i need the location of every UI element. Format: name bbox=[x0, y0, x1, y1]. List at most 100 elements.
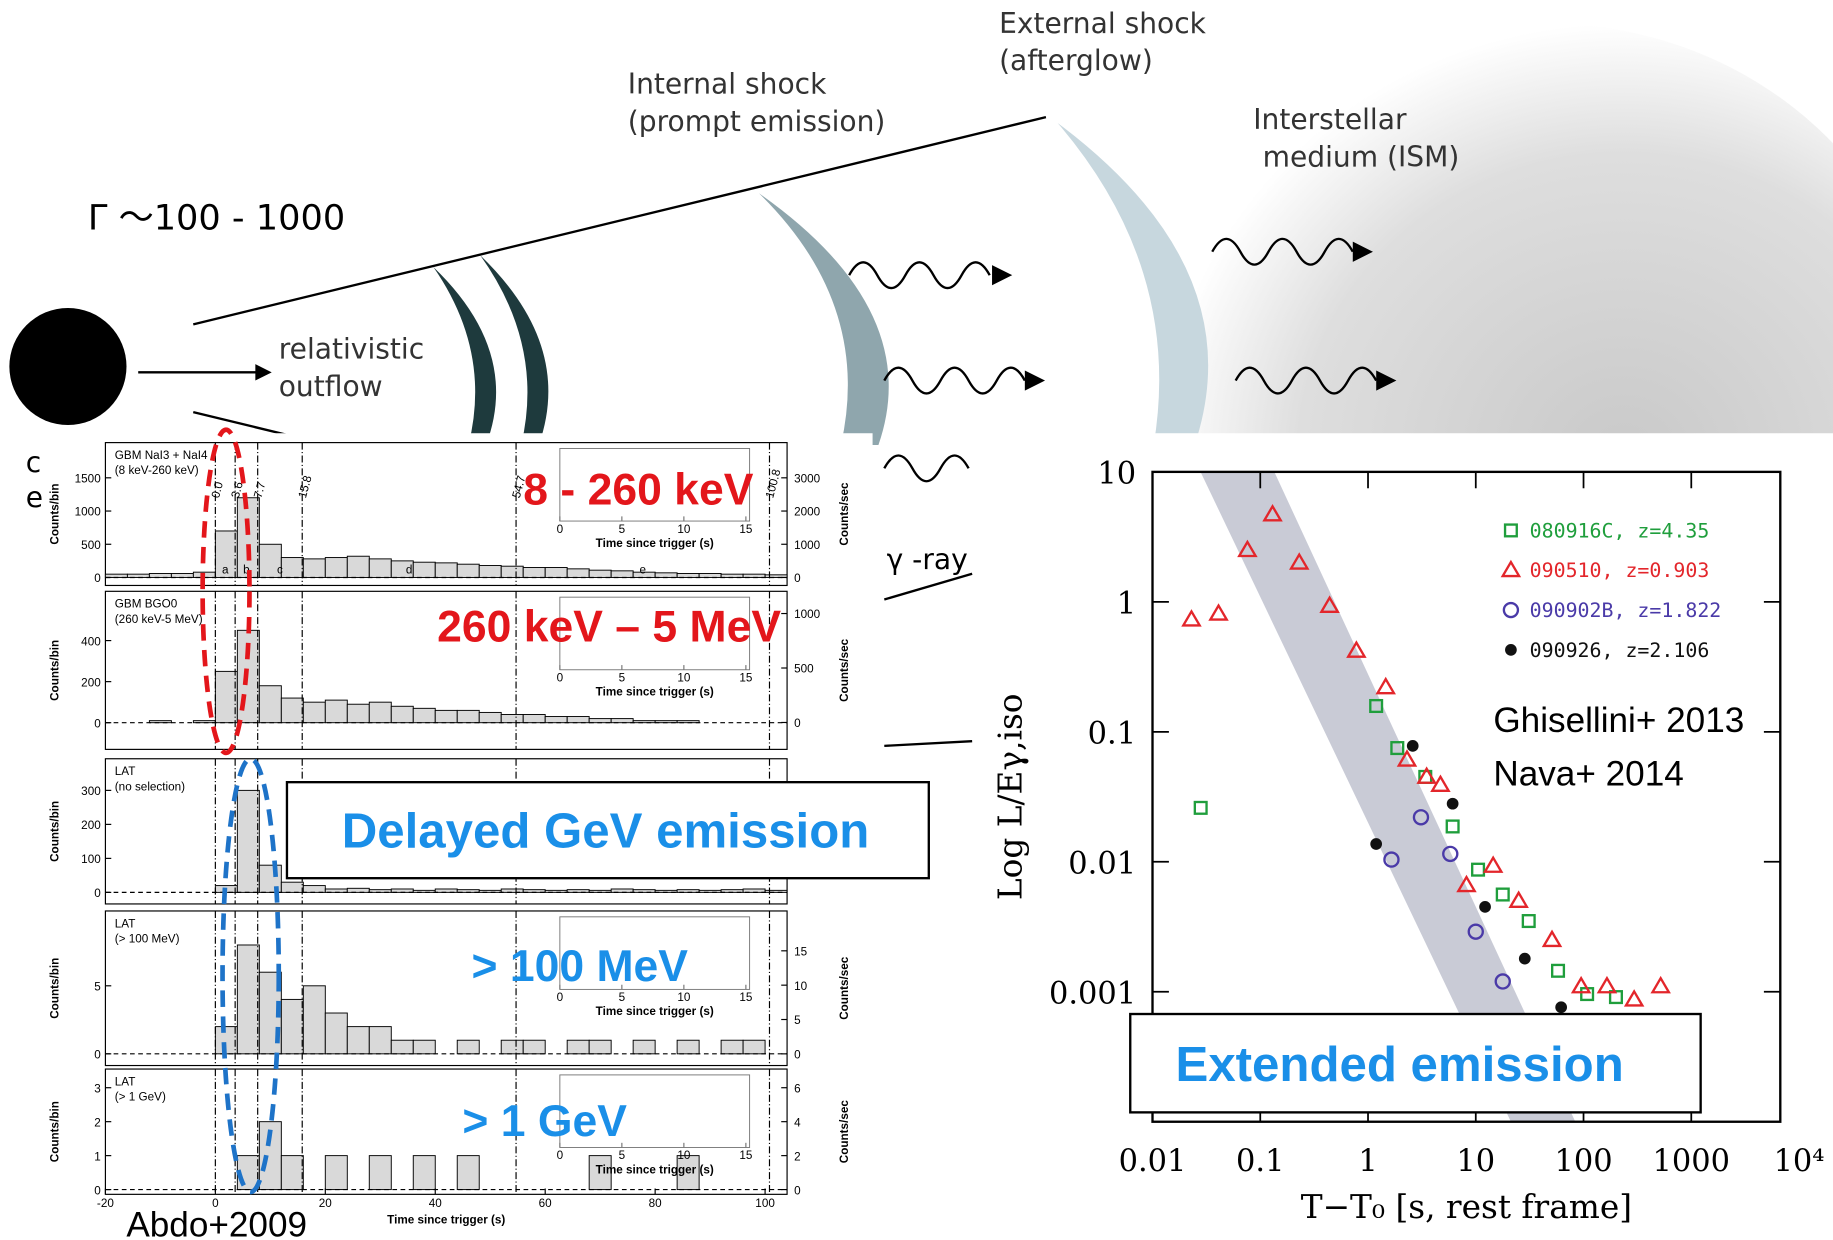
histogram-bar bbox=[346, 1026, 370, 1055]
arrow-head bbox=[1024, 370, 1046, 391]
legend-label: 080916C, z=4.35 bbox=[1530, 519, 1710, 542]
legend-label: 090510, z=0.903 bbox=[1530, 559, 1710, 582]
inset-tick-label: 15 bbox=[739, 671, 753, 684]
histogram-bar bbox=[632, 1039, 656, 1055]
marker bbox=[1551, 963, 1566, 978]
histogram-bar bbox=[764, 574, 788, 578]
callout-text: Extended emission bbox=[1176, 1037, 1624, 1092]
y-tick-label: 200 bbox=[81, 676, 101, 689]
histogram-bar bbox=[390, 1039, 414, 1055]
shell bbox=[480, 255, 549, 445]
cut-letter: c bbox=[26, 446, 41, 479]
jet-edge bbox=[192, 115, 1047, 326]
jet-edge bbox=[884, 740, 973, 748]
y-tick-label: 2 bbox=[94, 1116, 101, 1129]
histogram-bar bbox=[456, 1155, 480, 1191]
band-label: > 1 GeV bbox=[462, 1097, 627, 1146]
y-tick-label: 1000 bbox=[75, 506, 102, 519]
y-tick-label: 300 bbox=[81, 785, 101, 798]
marker bbox=[1650, 975, 1671, 994]
y-tick-label: 1 bbox=[1117, 587, 1136, 622]
y-tick-label: 0.01 bbox=[1068, 847, 1136, 882]
inset-tick-label: 0 bbox=[557, 523, 564, 536]
histogram-bar bbox=[500, 1039, 524, 1055]
histogram-bar bbox=[280, 881, 304, 893]
histogram-bar bbox=[324, 1012, 348, 1055]
histogram-bar bbox=[698, 573, 722, 578]
marker bbox=[1416, 766, 1437, 784]
interval-label: 7.7 bbox=[252, 480, 269, 499]
internal-shock-shell bbox=[758, 193, 889, 445]
marker bbox=[1181, 609, 1202, 627]
marker bbox=[1383, 851, 1400, 868]
highlight-ellipse bbox=[200, 427, 252, 756]
x-tick-label: 0.1 bbox=[1236, 1144, 1284, 1179]
histogram-bar bbox=[632, 720, 656, 724]
marker bbox=[1495, 887, 1510, 902]
y-tick-label: 400 bbox=[81, 635, 101, 648]
histogram-bar bbox=[302, 558, 326, 578]
reference: Nava+ 2014 bbox=[1493, 755, 1683, 794]
marker bbox=[1596, 975, 1618, 994]
band-label: > 100 MeV bbox=[472, 942, 689, 991]
legend-label: 090902B, z=1.822 bbox=[1530, 599, 1722, 622]
marker bbox=[1237, 539, 1258, 558]
histogram-bar bbox=[522, 567, 546, 578]
x-tick-label: 1000 bbox=[1653, 1144, 1730, 1179]
panel-label: GBM NaI3 + NaI4 bbox=[115, 449, 208, 462]
marker bbox=[1502, 601, 1520, 619]
x-tick-label: 100 bbox=[755, 1197, 775, 1210]
y-tick-label: 200 bbox=[81, 819, 101, 832]
histogram-bar bbox=[390, 705, 414, 724]
external-shock-label: (afterglow) bbox=[999, 44, 1153, 77]
y2-tick-label: 0 bbox=[794, 1184, 801, 1197]
x-tick-label: 10 bbox=[1456, 1144, 1495, 1179]
inset-tick-label: 10 bbox=[677, 671, 691, 684]
arrow-head bbox=[1352, 241, 1373, 262]
shell bbox=[433, 266, 497, 445]
plots: 0500100015000100020003000Counts/secCount… bbox=[49, 442, 1825, 1227]
inset-frame bbox=[559, 447, 751, 522]
histogram-bar bbox=[324, 557, 348, 578]
y2-tick-label: 15 bbox=[794, 946, 808, 959]
marker bbox=[1521, 914, 1536, 929]
marker bbox=[1289, 552, 1310, 570]
histogram-bar bbox=[302, 701, 326, 724]
inset-frame bbox=[559, 916, 751, 990]
inset-axis-label: Time since trigger (s) bbox=[596, 1163, 714, 1176]
arrow-head bbox=[1376, 370, 1397, 391]
y-tick-label: 0 bbox=[94, 572, 101, 585]
x-tick-label: 60 bbox=[539, 1197, 553, 1210]
histogram-bar bbox=[676, 1039, 700, 1055]
marker bbox=[1500, 559, 1522, 578]
histogram-bar bbox=[236, 944, 260, 1055]
histogram-bar bbox=[346, 703, 370, 724]
overlays: c e 8 - 260 keV 260 keV – 5 MeV Delayed … bbox=[26, 427, 1702, 1240]
inset-tick-label: 15 bbox=[739, 1149, 753, 1162]
histogram-bar bbox=[632, 889, 656, 893]
marker bbox=[1446, 797, 1459, 810]
y2-tick-label: 1000 bbox=[794, 539, 821, 552]
histogram-bar bbox=[588, 1039, 612, 1055]
y-axis-label: Counts/bin bbox=[49, 483, 62, 544]
band-label: 8 - 260 keV bbox=[523, 466, 753, 515]
inset-axis-label: Time since trigger (s) bbox=[596, 686, 714, 699]
marker bbox=[1494, 973, 1511, 990]
marker bbox=[1570, 975, 1592, 994]
histogram-bar bbox=[544, 716, 568, 724]
histogram-bar bbox=[412, 1155, 436, 1191]
histogram-bar bbox=[280, 557, 304, 578]
band-label: 260 keV – 5 MeV bbox=[437, 603, 781, 652]
y-axis-label: Counts/bin bbox=[49, 1101, 62, 1162]
y2-tick-label: 10 bbox=[794, 980, 808, 993]
histogram-bar bbox=[148, 573, 172, 578]
marker bbox=[1346, 640, 1367, 658]
y2-axis-label: Counts/sec bbox=[838, 956, 851, 1020]
interval-label: 54.7 bbox=[510, 474, 528, 499]
histogram-bar bbox=[302, 985, 326, 1055]
histogram-bar bbox=[368, 701, 392, 724]
y2-tick-label: 500 bbox=[794, 663, 814, 676]
inset-tick-label: 5 bbox=[619, 991, 626, 1004]
marker bbox=[1406, 739, 1419, 752]
marker bbox=[1396, 749, 1418, 767]
